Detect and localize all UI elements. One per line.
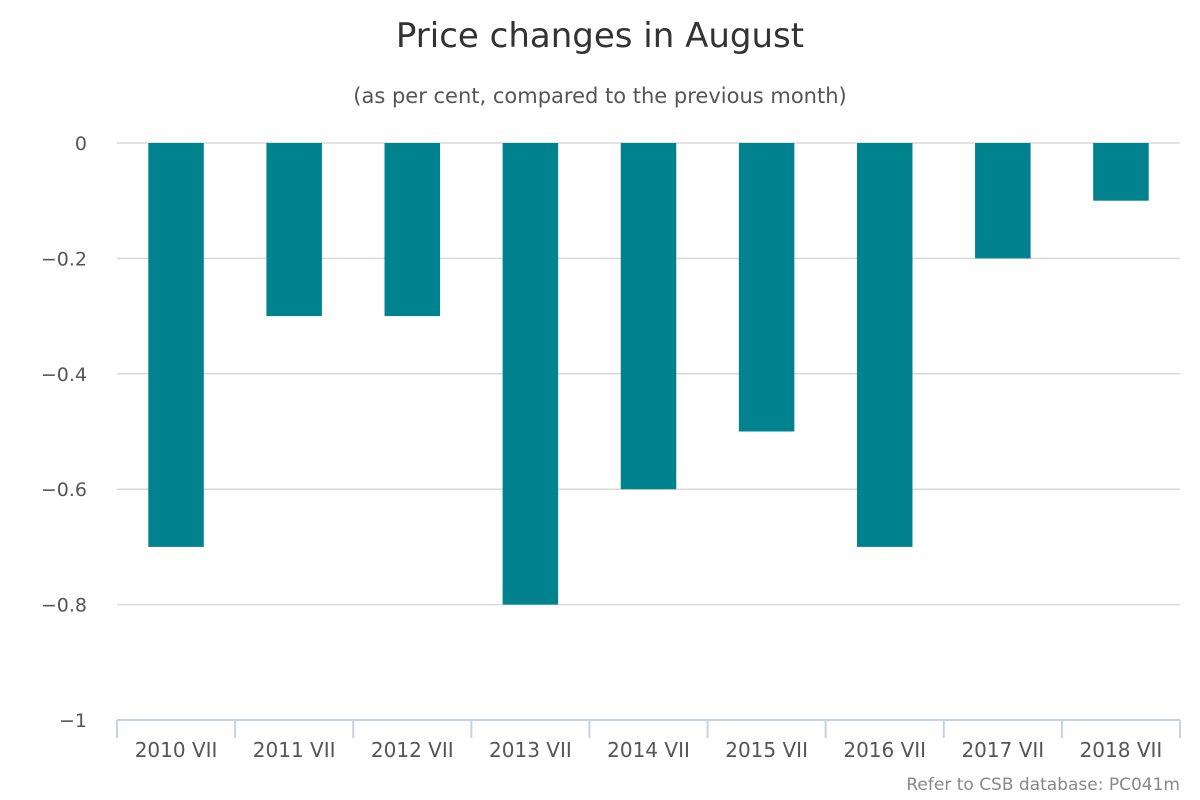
y-axis-labels: 0 −0.2 −0.4 −0.6 −0.8 −1 [41, 133, 87, 732]
y-tick-label: −0.2 [41, 248, 87, 270]
bar[interactable] [502, 143, 559, 605]
x-tick-label: 2010 VII [135, 738, 218, 762]
x-tick-label: 2013 VII [489, 738, 572, 762]
y-tick-label: −0.8 [41, 595, 87, 617]
x-tick-label: 2012 VII [371, 738, 454, 762]
x-tick-label: 2017 VII [961, 738, 1044, 762]
bar[interactable] [738, 143, 795, 432]
source-credit[interactable]: Refer to CSB database: PC041m [906, 775, 1180, 795]
y-tick-label: 0 [75, 133, 87, 155]
bars [148, 143, 1149, 605]
x-tick-label: 2018 VII [1080, 738, 1163, 762]
x-tick-label: 2016 VII [843, 738, 926, 762]
y-tick-label: −1 [59, 710, 87, 732]
bar[interactable] [148, 143, 204, 547]
chart-title: Price changes in August [396, 16, 804, 56]
chart-subtitle: (as per cent, compared to the previous m… [353, 84, 846, 108]
x-tick-label: 2014 VII [607, 738, 690, 762]
y-tick-label: −0.4 [41, 364, 87, 386]
bar[interactable] [266, 143, 322, 317]
bar[interactable] [975, 143, 1031, 259]
x-tick-label: 2011 VII [253, 738, 336, 762]
x-axis: 2010 VII 2011 VII 2012 VII 2013 VII 2014 VII… [116, 719, 1181, 762]
bar[interactable] [384, 143, 441, 317]
bar[interactable] [1093, 143, 1149, 201]
x-tick-label: 2015 VII [725, 738, 808, 762]
y-tick-label: −0.6 [41, 479, 87, 501]
bar[interactable] [856, 143, 913, 547]
bar[interactable] [620, 143, 677, 490]
